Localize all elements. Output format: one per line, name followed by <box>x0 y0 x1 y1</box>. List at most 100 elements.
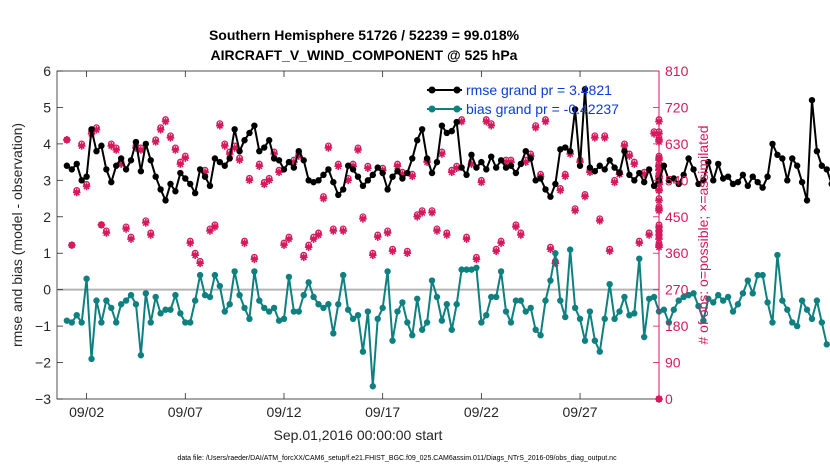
obs-assimilated-point <box>97 221 106 229</box>
bias-point <box>749 290 756 297</box>
obs-assimilated-point <box>591 134 599 142</box>
rmse-point <box>601 166 608 173</box>
rmse-point <box>369 171 377 179</box>
obs-assimilated-point <box>314 231 323 239</box>
bias-point <box>196 271 204 279</box>
rmse-point <box>537 175 544 182</box>
obs-assimilated-point <box>151 138 160 146</box>
bias-point <box>724 293 732 301</box>
obs-assimilated-point <box>255 162 264 170</box>
obs-assimilated-point <box>546 245 555 253</box>
x-tick-label: 09/22 <box>464 404 499 420</box>
rmse-point <box>68 166 76 173</box>
rmse-point <box>685 155 692 162</box>
obs-assimilated-point <box>319 194 328 203</box>
rmse-point <box>88 126 95 133</box>
rmse-point <box>744 182 752 189</box>
rmse-point <box>280 166 288 173</box>
obs-assimilated-point <box>398 170 407 179</box>
bias-series <box>63 246 830 390</box>
rmse-point <box>78 177 85 184</box>
bias-point <box>596 348 603 355</box>
bias-point <box>522 308 529 315</box>
obs-assimilated-point <box>181 154 190 162</box>
obs-assimilated-point <box>403 249 412 258</box>
rmse-point <box>265 137 273 144</box>
obs-assimilated-point <box>176 160 185 168</box>
obs-assimilated-point <box>206 227 214 235</box>
bias-point <box>576 315 584 323</box>
rmse-point <box>739 171 747 179</box>
obs-assimilated-point <box>462 235 471 243</box>
rmse-point <box>784 177 791 184</box>
y-tick-label: 6 <box>43 63 51 79</box>
bias-point <box>798 297 806 304</box>
bias-point <box>414 295 421 302</box>
bias-point <box>675 297 682 304</box>
bias-point <box>606 281 613 288</box>
y-tick-label: 0 <box>43 282 51 298</box>
bias-point <box>315 301 322 308</box>
obs-assimilated-point <box>166 134 175 142</box>
rmse-point <box>394 168 401 175</box>
rmse-point <box>522 147 529 155</box>
bias-point <box>458 266 465 273</box>
obs-assimilated-point <box>561 172 570 181</box>
bias-point <box>330 330 337 337</box>
bias-point <box>339 271 347 279</box>
rmse-point <box>789 155 796 162</box>
rmse-point <box>645 166 653 173</box>
bias-point <box>690 290 697 297</box>
rmse-point <box>374 164 381 171</box>
rmse-point <box>344 162 352 169</box>
bias-point <box>404 319 411 326</box>
legend-rmse-marker <box>453 86 461 94</box>
obs-assimilated-point <box>309 235 318 243</box>
bias-point <box>108 304 115 312</box>
y-tick-label: −1 <box>35 318 51 334</box>
bias-point <box>507 319 515 326</box>
bias-point <box>335 301 342 308</box>
rmse-point <box>433 158 441 166</box>
bias-point <box>695 302 702 310</box>
obs-assimilated-point <box>605 247 614 255</box>
bias-point <box>211 271 219 279</box>
rmse-point <box>330 178 337 186</box>
bias-point <box>162 306 169 313</box>
rmse-point <box>542 186 549 193</box>
obs-assimilated-point <box>161 117 170 126</box>
y-tick-label-right: 180 <box>665 318 689 334</box>
rmse-point <box>670 175 678 182</box>
obs-assimilated-point <box>137 146 145 154</box>
y-tick-label: −3 <box>35 391 51 407</box>
rmse-point <box>586 164 594 171</box>
y-axis-left: −3 −2 −1 0 1 2 3 4 5 6 <box>35 63 63 407</box>
bias-point <box>433 293 441 301</box>
obs-assimilated-point <box>482 117 491 126</box>
rmse-point <box>507 162 515 169</box>
bias-point <box>137 352 145 359</box>
bias-point <box>221 308 228 315</box>
obs-assimilated-point <box>364 164 372 172</box>
rmse-point <box>359 182 367 189</box>
obs-assimilated-point <box>388 247 397 255</box>
obs-assimilated-point <box>334 162 343 170</box>
rmse-point <box>335 191 342 199</box>
bias-point <box>68 319 76 326</box>
obs-assimilated-point <box>122 225 130 233</box>
rmse-point <box>576 162 584 169</box>
obs-assimilated-point <box>630 160 639 168</box>
obs-assimilated-point <box>299 253 308 262</box>
obs-assimilated-point <box>452 164 461 172</box>
bias-point <box>665 319 673 326</box>
rmse-point <box>349 166 357 173</box>
obs-assimilated-point <box>359 215 367 223</box>
y-axis-label-left: rmse and bias (model - observation) <box>9 123 25 347</box>
obs-assimilated-point <box>294 152 303 160</box>
rmse-point <box>527 155 534 162</box>
rmse-point <box>108 178 115 186</box>
bias-point <box>492 293 500 301</box>
bias-point <box>379 304 386 312</box>
bias-point <box>542 297 549 304</box>
bias-point <box>226 301 233 308</box>
